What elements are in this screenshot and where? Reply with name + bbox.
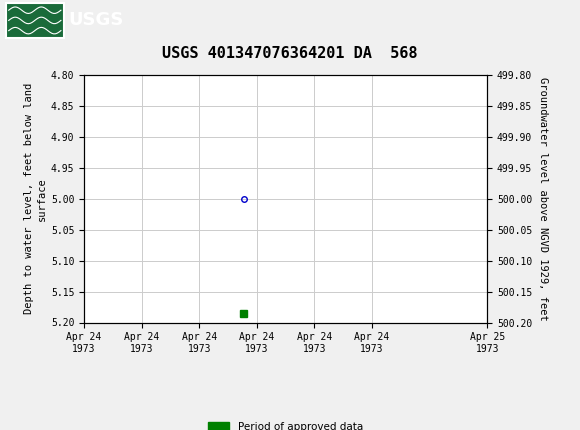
Y-axis label: Depth to water level, feet below land
surface: Depth to water level, feet below land su… (24, 83, 47, 314)
FancyBboxPatch shape (6, 3, 64, 37)
Bar (240, 310, 247, 317)
Legend: Period of approved data: Period of approved data (204, 418, 367, 430)
Y-axis label: Groundwater level above NGVD 1929, feet: Groundwater level above NGVD 1929, feet (538, 77, 548, 321)
Text: USGS 401347076364201 DA  568: USGS 401347076364201 DA 568 (162, 46, 418, 61)
Text: USGS: USGS (68, 12, 124, 29)
